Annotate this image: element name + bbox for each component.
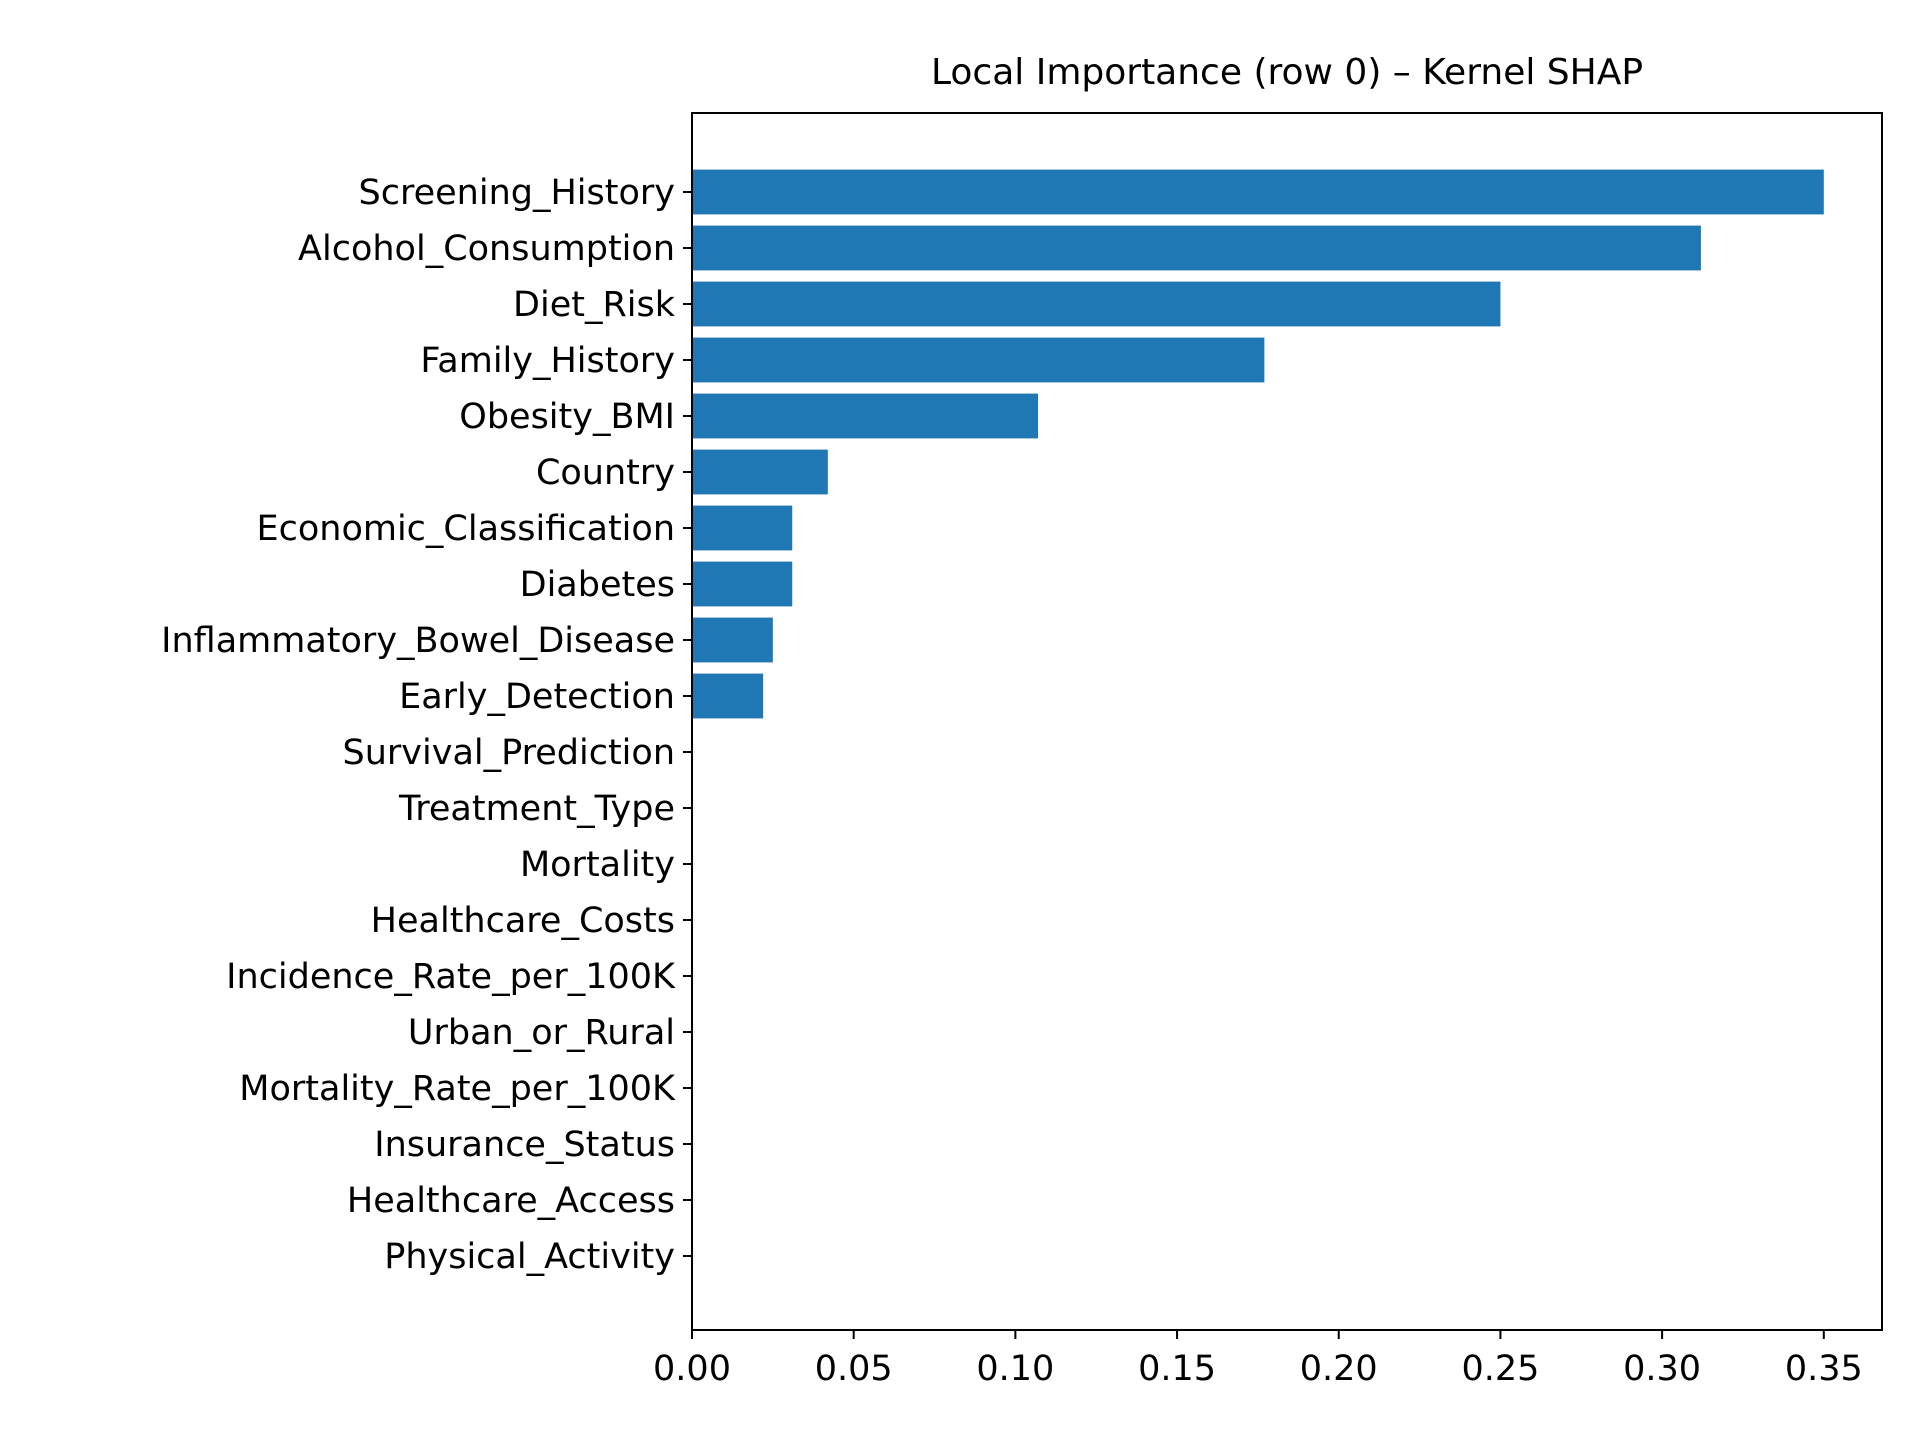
bar-diet-risk <box>692 281 1501 327</box>
y-tick-label: Early_Detection <box>399 677 675 717</box>
plot-frame <box>691 112 1883 1331</box>
x-tick-label: 0.05 <box>815 1349 893 1389</box>
y-tick-label: Treatment_Type <box>398 789 675 829</box>
x-tick-label: 0.30 <box>1623 1349 1701 1389</box>
x-tick-label: 0.20 <box>1300 1349 1378 1389</box>
y-tick-label: Country <box>536 453 675 493</box>
y-tick-label: Diabetes <box>520 565 675 605</box>
x-tick-label: 0.35 <box>1785 1349 1863 1389</box>
x-tick-label: 0.00 <box>653 1349 731 1389</box>
x-tick-label: 0.25 <box>1461 1349 1539 1389</box>
x-tick-label: 0.10 <box>976 1349 1054 1389</box>
y-tick-label: Obesity_BMI <box>459 397 675 437</box>
x-tick-label: 0.15 <box>1138 1349 1216 1389</box>
bar-obesity-bmi <box>692 393 1039 439</box>
y-tick-label: Inflammatory_Bowel_Disease <box>161 621 675 661</box>
y-tick-label: Economic_Classification <box>256 509 675 549</box>
y-tick-label: Alcohol_Consumption <box>298 229 675 269</box>
y-tick-label: Mortality_Rate_per_100K <box>239 1069 676 1109</box>
bar-family-history <box>692 337 1265 383</box>
y-tick-label: Physical_Activity <box>384 1237 675 1277</box>
bar-screening-history <box>692 169 1824 215</box>
x-axis: 0.00 0.05 0.10 0.15 0.20 0.25 0.30 0.35 <box>653 1330 1863 1389</box>
y-tick-label: Mortality <box>520 845 675 885</box>
chart-title: Local Importance (row 0) – Kernel SHAP <box>931 52 1643 93</box>
y-tick-label: Diet_Risk <box>513 285 676 325</box>
bar-country <box>692 449 828 495</box>
bar-diabetes <box>692 561 793 607</box>
y-tick-label: Healthcare_Costs <box>371 901 675 941</box>
y-tick-label: Screening_History <box>359 173 675 213</box>
y-tick-label: Family_History <box>420 341 675 381</box>
bar-economic-classification <box>692 505 793 551</box>
bar-inflammatory-bowel-disease <box>692 617 773 663</box>
y-tick-label: Survival_Prediction <box>343 733 675 773</box>
y-tick-label: Urban_or_Rural <box>408 1013 675 1053</box>
y-tick-label: Healthcare_Access <box>347 1181 675 1221</box>
bar-alcohol-consumption <box>692 225 1701 271</box>
bars-group <box>692 169 1824 719</box>
y-tick-label: Insurance_Status <box>374 1125 675 1165</box>
bar-early-detection <box>692 673 764 719</box>
y-axis: Screening_History Alcohol_Consumption Diet… <box>161 173 692 1277</box>
y-tick-label: Incidence_Rate_per_100K <box>226 957 676 997</box>
